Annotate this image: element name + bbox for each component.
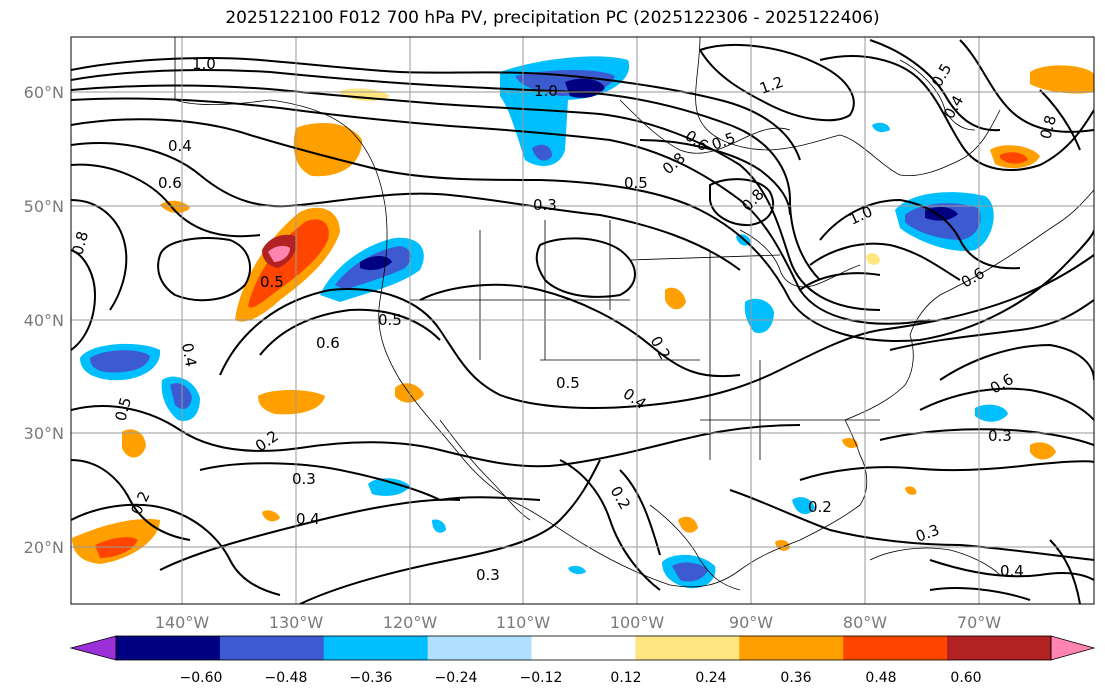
lat-label: 50°N	[24, 197, 64, 216]
lat-label: 60°N	[24, 83, 64, 102]
contour-labels: 1.0 0.4 0.6 0.8 0.5 0.6 0.5 0.4 0.5 0.2 …	[68, 55, 1060, 584]
contour-label: 0.8	[1036, 113, 1060, 141]
colorbar-tick-label: 0.24	[695, 670, 726, 686]
colorbar-swatch	[843, 636, 948, 660]
colorbar-tick-label: −0.24	[435, 670, 478, 686]
lon-label: 90°W	[729, 613, 773, 632]
precip-shading	[72, 56, 1094, 589]
colorbar-tick-label: −0.48	[265, 670, 308, 686]
contour-label: 0.3	[292, 470, 316, 488]
contour-label: 0.3	[476, 566, 500, 584]
contour-label: 0.4	[178, 342, 200, 369]
colorbar-swatch	[739, 636, 844, 660]
colorbar-swatch	[116, 636, 221, 660]
colorbar-tick-label: −0.12	[520, 670, 563, 686]
colorbar-border	[115, 635, 1052, 661]
contour-label: 0.5	[260, 273, 284, 291]
colorbar-tick-label: 0.36	[780, 670, 811, 686]
contour-label: 0.2	[808, 498, 832, 516]
contour-label: 1.0	[192, 55, 216, 73]
plot-border	[70, 36, 1095, 605]
colorbar-tick-label: 0.12	[610, 670, 641, 686]
colorbar	[69, 635, 1096, 661]
colorbar-extend-high	[1050, 635, 1096, 661]
contour-label: 0.3	[988, 427, 1012, 445]
contour-label: 0.3	[533, 196, 557, 214]
lat-label: 20°N	[24, 538, 64, 557]
lon-label: 100°W	[610, 613, 665, 632]
lat-label: 40°N	[24, 311, 64, 330]
colorbar-tick-label: −0.36	[350, 670, 393, 686]
colorbar-tick-label: 0.60	[950, 670, 981, 686]
contour-label: 0.5	[378, 311, 402, 329]
colorbar-swatch	[531, 636, 636, 660]
colorbar-tick-label: 0.48	[865, 670, 896, 686]
colorbar-tick-label: −0.60	[180, 670, 223, 686]
colorbar-extend-low	[69, 635, 117, 661]
graticule	[71, 37, 1094, 604]
colorbar-swatch	[947, 636, 1052, 660]
colorbar-swatch	[427, 636, 533, 660]
contour-label: 0.5	[624, 174, 648, 192]
map-title: 2025122100 F012 700 hPa PV, precipitatio…	[225, 8, 880, 28]
lon-label: 70°W	[957, 613, 1001, 632]
lon-label: 110°W	[496, 613, 551, 632]
contour-label: 0.4	[296, 510, 320, 528]
lat-label: 30°N	[24, 424, 64, 443]
coastlines	[174, 37, 1094, 591]
contour-label: 0.4	[168, 137, 192, 155]
contour-label: 0.5	[556, 374, 580, 392]
contour-label: 0.5	[111, 395, 135, 423]
latitude-labels: 60°N 50°N 40°N 30°N 20°N	[24, 83, 64, 557]
contour-label: 0.8	[68, 229, 92, 257]
contour-label: 0.6	[158, 174, 182, 192]
colorbar-swatch	[323, 636, 429, 660]
contour-label: 0.6	[316, 334, 340, 352]
colorbar-swatch	[219, 636, 325, 660]
contour-label: 0.4	[1000, 562, 1024, 580]
lon-label: 120°W	[383, 613, 438, 632]
colorbar-tick-labels: −0.60 −0.48 −0.36 −0.24 −0.12 0.12 0.24 …	[180, 670, 982, 686]
colorbar-swatch	[635, 636, 740, 660]
longitude-labels: 140°W 130°W 120°W 110°W 100°W 90°W 80°W …	[155, 613, 1001, 632]
contour-label: 1.0	[534, 82, 558, 100]
lon-label: 130°W	[269, 613, 324, 632]
lon-label: 140°W	[155, 613, 210, 632]
lon-label: 80°W	[843, 613, 887, 632]
